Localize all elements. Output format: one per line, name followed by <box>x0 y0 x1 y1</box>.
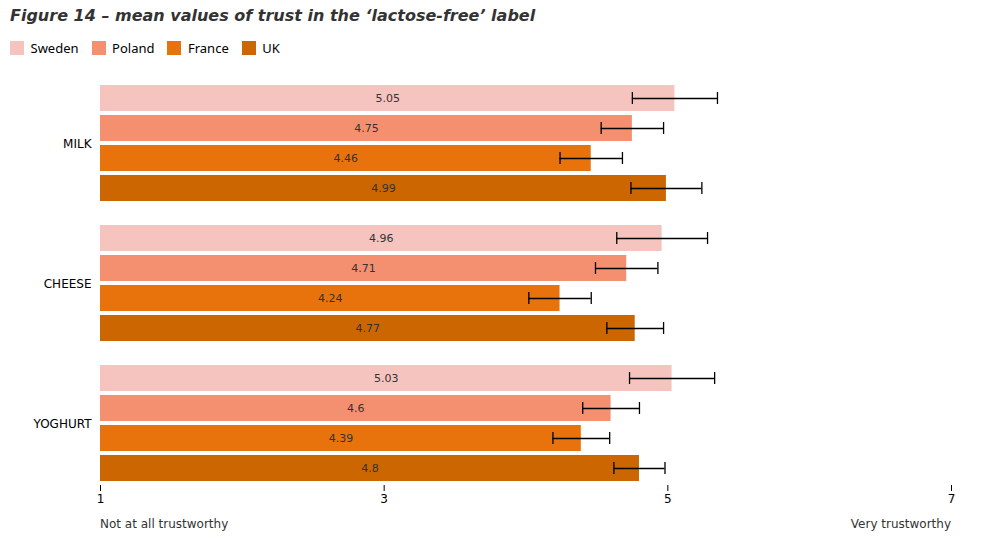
svg-text:5: 5 <box>664 492 672 506</box>
svg-text:YOGHURT: YOGHURT <box>32 416 92 430</box>
svg-text:CHEESE: CHEESE <box>44 276 92 290</box>
svg-text:4.99: 4.99 <box>371 182 396 195</box>
html-text:France: France <box>188 38 229 57</box>
svg-text:4.96: 4.96 <box>369 232 394 245</box>
svg-text:4.46: 4.46 <box>334 152 359 165</box>
html-text:Very trustworthy: Very trustworthy <box>850 516 951 531</box>
svg-text:MILK: MILK <box>63 136 93 150</box>
html-text:UK: UK <box>262 38 280 57</box>
svg-text:1: 1 <box>97 492 105 506</box>
svg-text:4.6: 4.6 <box>347 402 365 415</box>
svg-text:3: 3 <box>380 492 388 506</box>
svg-text:5.05: 5.05 <box>375 92 400 105</box>
html-text:Figure 14 – mean values of tru: Figure 14 – mean values of trust in the … <box>10 6 536 25</box>
svg-text:4.39: 4.39 <box>329 432 354 445</box>
svg-text:4.71: 4.71 <box>351 262 376 275</box>
html-text:Poland: Poland <box>112 38 155 57</box>
html-text:Not at all trustworthy: Not at all trustworthy <box>100 516 229 531</box>
svg-text:4.24: 4.24 <box>318 292 343 305</box>
svg-text:4.8: 4.8 <box>361 462 379 475</box>
svg-text:7: 7 <box>948 492 956 506</box>
svg-text:4.75: 4.75 <box>354 122 379 135</box>
html-text:Sweden: Sweden <box>30 38 79 57</box>
svg-text:5.03: 5.03 <box>374 372 399 385</box>
svg-text:4.77: 4.77 <box>356 322 381 335</box>
